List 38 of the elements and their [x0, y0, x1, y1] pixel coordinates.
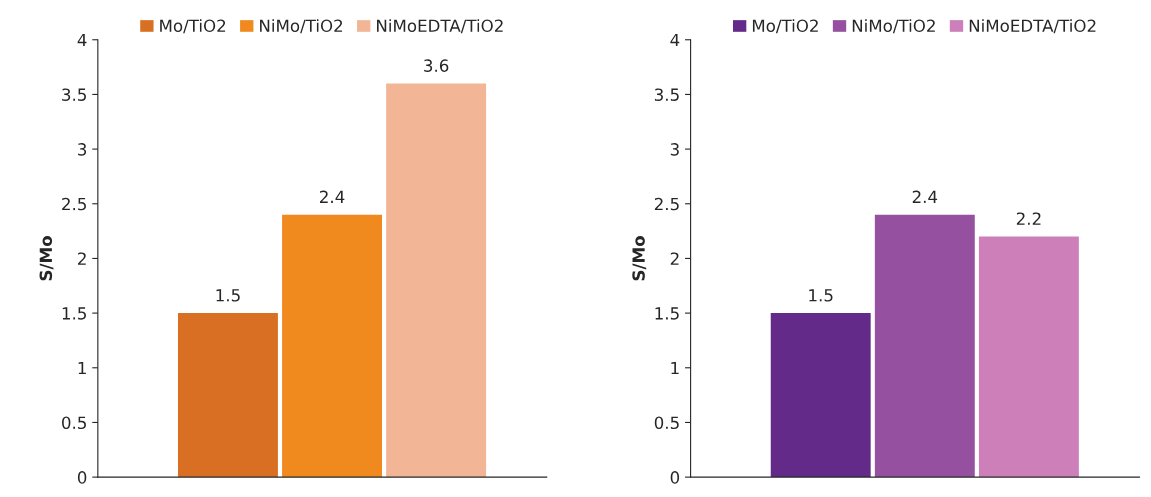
data-label: 1.5: [216, 289, 240, 302]
legend-label: NiMoEDTA/TiO2: [969, 19, 1096, 34]
bar: [282, 214, 382, 478]
y-tick-label: 2: [670, 252, 679, 265]
bar: [386, 83, 487, 478]
data-label: 1.5: [809, 289, 833, 302]
y-axis-title: S/Mo: [632, 236, 647, 281]
y-tick-label: 1: [671, 361, 679, 375]
bar: [177, 313, 278, 478]
y-tick-label: 2: [78, 252, 86, 265]
legend-label: Mo/TiO2: [752, 19, 818, 34]
data-label: 3.6: [424, 59, 449, 72]
y-tick-label: 2.5: [62, 197, 86, 211]
y-tick-label: 3: [670, 143, 679, 156]
legend-label: NiMo/TiO2: [852, 19, 935, 34]
data-label: 2.2: [1016, 212, 1041, 225]
legend-label: NiMoEDTA/TiO2: [377, 19, 503, 34]
y-tick-label: 3.5: [654, 88, 679, 101]
data-label: 2.4: [320, 190, 345, 203]
y-tick-label: 3.5: [62, 88, 86, 101]
y-tick-label: 0: [670, 471, 680, 484]
y-tick-label: 4: [77, 33, 87, 47]
y-tick-label: 0.5: [62, 416, 86, 430]
y-tick-label: 2.5: [654, 197, 679, 211]
y-tick-label: 1.5: [62, 307, 86, 320]
legend-label: Mo/TiO2: [160, 19, 226, 34]
bar: [770, 313, 871, 478]
bar: [978, 236, 1079, 478]
data-label: 2.4: [912, 190, 938, 203]
y-tick-label: 0.5: [654, 416, 679, 430]
y-tick-label: 1: [78, 361, 86, 375]
bar: [874, 214, 975, 478]
legend-label: NiMo/TiO2: [260, 19, 343, 34]
y-tick-label: 3: [78, 143, 87, 156]
y-axis-title: S/Mo: [39, 236, 54, 281]
y-tick-label: 0: [77, 471, 87, 484]
y-tick-label: 1.5: [655, 307, 679, 320]
y-tick-label: 4: [670, 33, 680, 47]
